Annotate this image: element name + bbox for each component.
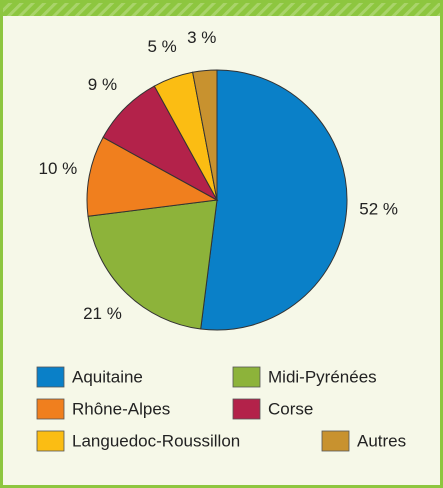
legend-label: Rhône-Alpes (72, 399, 170, 418)
legend-swatch (232, 366, 261, 388)
legend-swatch (36, 398, 65, 420)
pie-slice (87, 199, 218, 330)
data-label: 52 % (359, 200, 398, 219)
legend-label: Aquitaine (72, 367, 143, 386)
data-label: 21 % (83, 304, 122, 323)
legend: Aquitaine Midi-Pyrénées Rhône-Alpes Corse La… (36, 366, 406, 452)
legend-label: Corse (268, 399, 313, 418)
legend-swatch (321, 430, 350, 452)
pie-slice (192, 69, 218, 201)
legend-label: Languedoc-Roussillon (72, 431, 240, 450)
legend-label: Autres (357, 431, 406, 450)
legend-label: Midi-Pyrénées (268, 367, 377, 386)
pie: 52 % 21 % 10 % 9 % 5 % 3 % (38, 28, 398, 331)
data-label: 3 % (187, 28, 216, 47)
data-label: 10 % (38, 159, 77, 178)
pie-slice (200, 69, 348, 331)
legend-swatch (36, 366, 65, 388)
data-label: 9 % (88, 75, 117, 94)
data-label: 5 % (147, 37, 176, 56)
legend-swatch (232, 398, 261, 420)
legend-swatch (36, 430, 65, 452)
pie-slice (86, 136, 219, 217)
top-band (0, 0, 443, 16)
